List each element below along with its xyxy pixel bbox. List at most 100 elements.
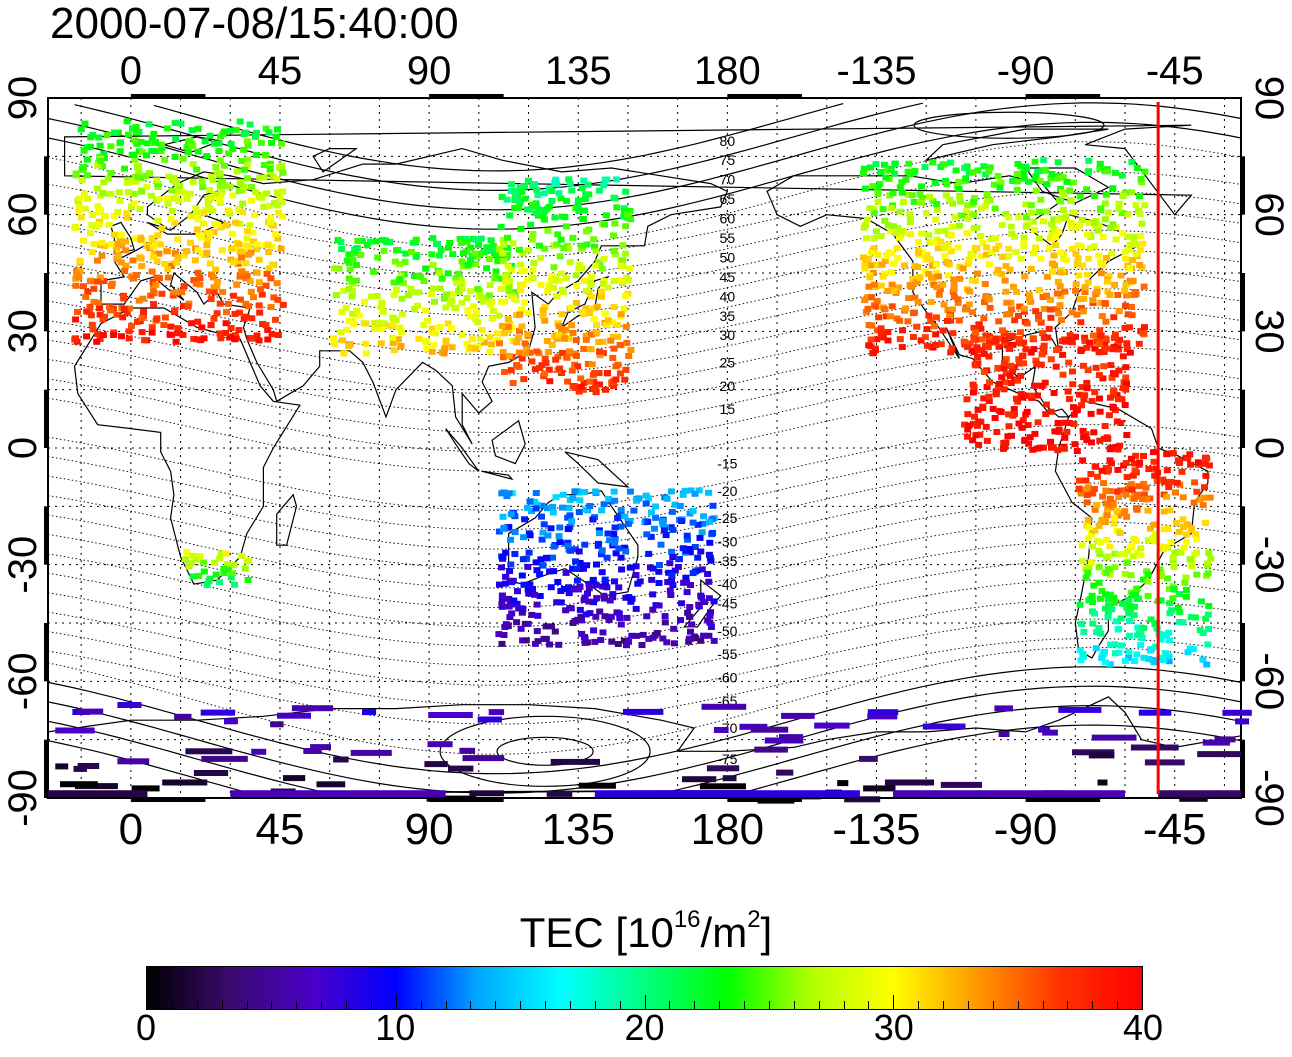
tec-point	[1132, 241, 1140, 248]
tec-point	[1029, 335, 1037, 342]
tec-point	[563, 197, 570, 204]
tec-point	[898, 189, 906, 196]
tec-point	[154, 217, 162, 224]
tec-point	[1105, 466, 1112, 473]
tec-point	[704, 617, 712, 624]
tec-point	[1040, 218, 1047, 225]
tec-point	[504, 323, 512, 330]
tec-point	[861, 185, 869, 192]
tec-point	[860, 165, 868, 172]
tec-point	[956, 192, 964, 199]
tec-polar-band	[230, 790, 446, 798]
tec-point	[397, 272, 405, 279]
tec-point	[581, 277, 589, 284]
tec-point	[264, 336, 272, 343]
tec-point	[1140, 491, 1148, 498]
tec-point	[1069, 368, 1076, 375]
tec-point	[683, 589, 691, 596]
tec-point	[219, 289, 227, 295]
tec-point	[986, 164, 994, 171]
tec-point	[861, 297, 869, 304]
tec-point	[232, 219, 240, 226]
tec-point	[870, 235, 878, 242]
tec-point	[1131, 291, 1139, 298]
tec-point	[1083, 379, 1091, 386]
tec-point	[548, 342, 556, 348]
tec-point	[1085, 220, 1093, 227]
tec-point	[595, 187, 603, 194]
tec-point	[1190, 646, 1198, 653]
tec-point	[1111, 550, 1119, 557]
tec-point	[1077, 319, 1085, 326]
tec-point	[101, 242, 109, 249]
tec-point	[480, 249, 488, 256]
tec-point	[316, 781, 346, 788]
tec-point	[978, 336, 986, 343]
tec-point	[1176, 609, 1184, 616]
tec-point	[77, 126, 85, 133]
tec-point	[632, 563, 640, 570]
tec-point	[87, 143, 94, 150]
tec-point	[263, 190, 271, 197]
tec-point	[906, 171, 914, 178]
tec-point	[207, 296, 215, 303]
tec-point	[1160, 631, 1168, 638]
tec-point	[258, 291, 266, 298]
tec-point	[503, 251, 511, 258]
tec-point	[1090, 582, 1098, 589]
tec-point	[370, 325, 378, 332]
tec-point	[238, 552, 246, 559]
tec-point	[374, 254, 382, 261]
tec-point	[1012, 248, 1020, 255]
tec-point	[257, 139, 265, 146]
tec-point	[546, 378, 554, 385]
tec-point	[168, 187, 176, 194]
tec-point	[260, 174, 268, 181]
tec-point	[203, 242, 211, 249]
tec-point	[678, 518, 686, 524]
tec-point	[532, 559, 540, 566]
tec-point	[516, 184, 524, 191]
tec-point	[865, 342, 873, 349]
tec-point	[218, 178, 226, 185]
tec-point	[955, 186, 963, 192]
tec-point	[532, 490, 540, 496]
tec-point	[542, 623, 550, 630]
tec-point	[1024, 422, 1032, 428]
tec-point	[874, 190, 882, 197]
tec-point	[1003, 311, 1011, 318]
tec-point	[498, 564, 505, 571]
tec-point	[542, 359, 550, 366]
tec-point	[541, 190, 549, 197]
tec-point	[973, 270, 981, 277]
tec-point	[1180, 523, 1187, 530]
tec-point	[1176, 591, 1184, 598]
tec-point	[913, 278, 921, 285]
tec-point	[1118, 600, 1126, 607]
tec-point	[697, 548, 705, 555]
tec-point	[1092, 364, 1100, 371]
tec-point	[506, 577, 514, 584]
tec-point	[781, 712, 815, 719]
tec-point	[1083, 385, 1091, 392]
tec-point	[870, 209, 878, 216]
tec-point	[1054, 447, 1062, 454]
tec-point	[1056, 302, 1064, 309]
tec-point	[436, 269, 443, 276]
tec-point	[627, 598, 635, 605]
tec-point	[559, 491, 567, 498]
tec-point	[1199, 656, 1207, 663]
tec-point	[583, 228, 590, 235]
tec-point	[189, 573, 197, 580]
tec-point	[592, 582, 600, 589]
tec-point	[1171, 550, 1179, 557]
tec-point	[504, 263, 512, 270]
tec-point	[1122, 374, 1130, 381]
tec-point	[131, 785, 160, 792]
tec-point	[941, 227, 949, 234]
tec-point	[132, 272, 140, 278]
tec-point	[517, 197, 525, 204]
tec-point	[1084, 279, 1092, 286]
tec-point	[467, 344, 475, 351]
tec-point	[436, 324, 444, 330]
